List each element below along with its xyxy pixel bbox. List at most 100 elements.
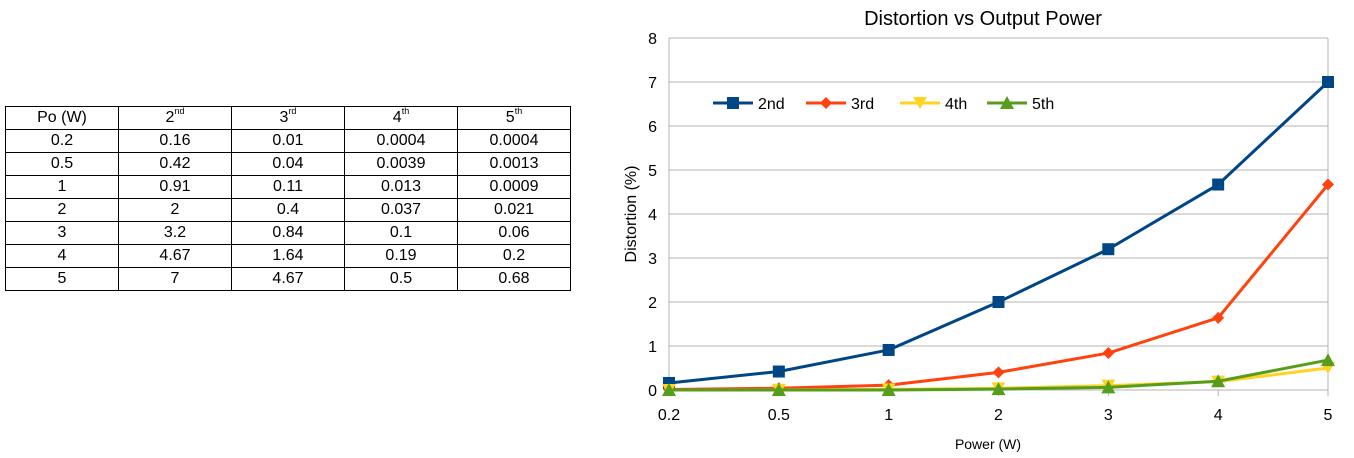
column-header-harmonic: 2nd	[118, 106, 232, 130]
table-cell: 0.2	[5, 129, 119, 153]
harmonic-number: 2	[165, 109, 175, 126]
x-tick-label: 1	[884, 407, 893, 424]
legend-entry: 3rd	[806, 96, 874, 113]
distortion-line-chart: Distortion vs Output Power Distortion (%…	[623, 8, 1335, 452]
chart-title: Distortion vs Output Power	[864, 8, 1102, 30]
data-point	[771, 382, 786, 396]
column-header-harmonic: 5th	[457, 106, 571, 130]
table-cell: 4.67	[118, 244, 232, 268]
legend-marker	[1000, 96, 1014, 109]
y-tick-label: 1	[648, 339, 657, 356]
table-cell: 4	[5, 244, 119, 268]
series-2nd	[663, 76, 1334, 389]
series-line	[668, 80, 1330, 385]
y-tick-label: 2	[648, 295, 657, 312]
gridlines	[669, 37, 1329, 391]
series-line	[668, 183, 1330, 392]
table-cell: 1	[5, 175, 119, 199]
x-tick-label: 2	[994, 407, 1003, 424]
data-point	[1212, 311, 1225, 324]
legend-label: 3rd	[851, 96, 874, 113]
y-tick-label: 7	[648, 75, 657, 92]
table-cell: 0.68	[457, 267, 571, 291]
table-header-row: Po (W) 2nd 3rd 4th 5th	[5, 106, 571, 130]
table-row: 2 2 0.4 0.037 0.021	[5, 198, 571, 222]
x-tick-label: 0.5	[768, 407, 790, 424]
data-point	[1321, 353, 1335, 367]
column-header-power: Po (W)	[5, 106, 119, 130]
table-cell: 0.5	[5, 152, 119, 176]
x-tick-label: 3	[1104, 407, 1113, 424]
data-point	[1102, 243, 1115, 256]
harmonic-number: 5	[505, 109, 515, 126]
y-tick-label: 4	[648, 207, 657, 224]
table-cell: 0.0004	[457, 129, 571, 153]
table-cell: 0.5	[344, 267, 458, 291]
data-point	[1322, 76, 1334, 88]
table-cell: 0.16	[118, 129, 232, 153]
legend-entry: 2nd	[713, 96, 785, 113]
table-cell: 0.01	[231, 129, 345, 153]
y-tick-label: 0	[648, 383, 657, 400]
data-point	[662, 382, 676, 396]
x-tick-label: 0.2	[658, 407, 680, 424]
x-tick-label: 5	[1324, 407, 1333, 424]
legend-marker	[727, 97, 739, 109]
data-point	[992, 296, 1005, 308]
column-header-harmonic: 4th	[344, 106, 458, 130]
table-cell: 3.2	[118, 221, 232, 245]
table-cell: 0.04	[231, 152, 345, 176]
ordinal-suffix: th	[401, 106, 410, 116]
legend-label: 4th	[945, 96, 967, 113]
y-tick-label: 3	[648, 251, 657, 268]
series-5th	[662, 353, 1335, 396]
data-point	[881, 382, 896, 396]
data-point	[1211, 374, 1226, 388]
table-cell: 0.1	[344, 221, 458, 245]
data-point	[1102, 347, 1115, 360]
legend-entry: 5th	[987, 96, 1054, 113]
data-point	[991, 382, 1006, 396]
ordinal-suffix: nd	[174, 106, 185, 116]
table-row: 5 7 4.67 0.5 0.68	[5, 267, 571, 291]
legend: 2nd 3rd 4th 5th	[713, 96, 1054, 113]
table-cell: 0.0004	[344, 129, 458, 153]
data-point	[992, 366, 1005, 379]
harmonic-number: 4	[392, 109, 402, 126]
ordinal-suffix: rd	[288, 106, 297, 116]
table-row: 1 0.91 0.11 0.013 0.0009	[5, 175, 571, 199]
ordinal-suffix: th	[514, 106, 523, 116]
distortion-data-table: Po (W) 2nd 3rd 4th 5th 0.2 0.16 0.01 0.0…	[5, 106, 571, 291]
table-cell: 0.037	[344, 198, 458, 222]
table-cell: 1.64	[231, 244, 345, 268]
y-tick-label: 6	[648, 119, 657, 136]
data-point	[882, 343, 895, 356]
axes: 0 1 2 3 4 5 6 7 8 0.2 0.5 1 2 3 4 5	[648, 31, 1332, 424]
table-cell: 0.84	[231, 221, 345, 245]
data-point	[1101, 380, 1116, 394]
data-point	[1212, 178, 1225, 191]
series-3rd	[663, 178, 1334, 396]
harmonic-number: 3	[279, 109, 289, 126]
table-cell: 0.06	[457, 221, 571, 245]
y-tick-label: 8	[648, 31, 657, 48]
table-cell: 2	[118, 198, 232, 222]
legend-marker	[913, 97, 927, 109]
table-cell: 0.0009	[457, 175, 571, 199]
table-row: 0.2 0.16 0.01 0.0004 0.0004	[5, 129, 571, 153]
table-cell: 0.91	[118, 175, 232, 199]
table-cell: 0.021	[457, 198, 571, 222]
table-cell: 0.19	[344, 244, 458, 268]
table-cell: 0.11	[231, 175, 345, 199]
table-cell: 0.013	[344, 175, 458, 199]
table-row: 4 4.67 1.64 0.19 0.2	[5, 244, 571, 268]
legend-label: 5th	[1032, 96, 1054, 113]
table-row: 3 3.2 0.84 0.1 0.06	[5, 221, 571, 245]
y-tick-label: 5	[648, 163, 657, 180]
table-cell: 2	[5, 198, 119, 222]
x-axis-label: Power (W)	[955, 436, 1021, 452]
data-point	[1322, 178, 1334, 191]
table-cell: 5	[5, 267, 119, 291]
legend-label: 2nd	[758, 96, 785, 113]
legend-marker	[820, 97, 832, 109]
